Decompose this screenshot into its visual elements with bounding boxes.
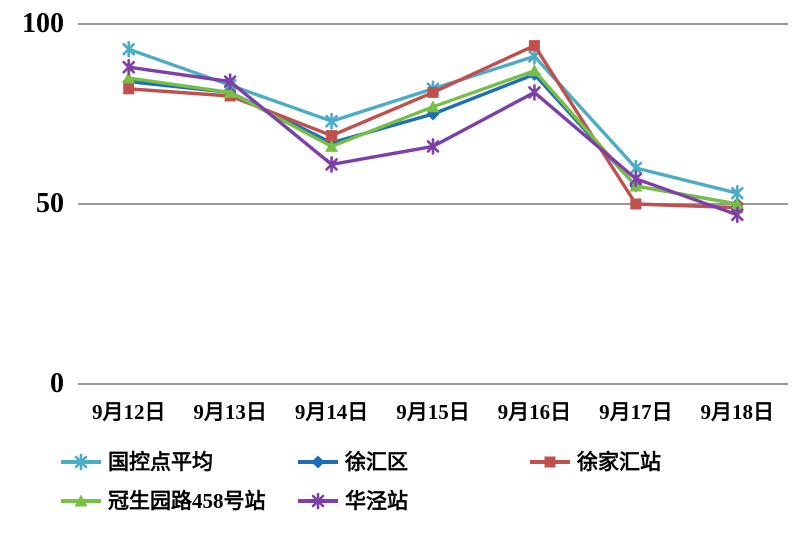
asterisk-marker bbox=[325, 112, 338, 130]
series-line bbox=[127, 47, 739, 195]
legend-key-diamond-icon bbox=[298, 455, 338, 469]
triangle-marker bbox=[223, 85, 237, 98]
legend-item-徐汇区: 徐汇区 bbox=[297, 450, 408, 474]
y-tick-label-100: 100 bbox=[22, 8, 64, 39]
triangle-marker bbox=[730, 197, 744, 210]
legend-label: 冠生园路458号站 bbox=[108, 489, 266, 513]
asterisk-marker bbox=[74, 453, 88, 471]
legend-key-asterisk-icon bbox=[61, 453, 101, 471]
asterisk-marker bbox=[223, 73, 237, 90]
x-tick-label-2: 9月13日 bbox=[193, 400, 267, 424]
triangle-marker bbox=[325, 139, 339, 152]
triangle-marker bbox=[527, 64, 541, 77]
legend-key-asterisk-icon bbox=[298, 492, 338, 510]
square-marker bbox=[544, 456, 556, 468]
asterisk-marker bbox=[122, 58, 136, 76]
square-marker bbox=[528, 40, 540, 52]
legend-label: 国控点平均 bbox=[108, 450, 213, 474]
x-tick-label-4: 9月15日 bbox=[396, 400, 470, 424]
legend-item-冠生园路458号站: 冠生园路458号站 bbox=[60, 489, 266, 513]
square-marker bbox=[427, 86, 439, 98]
asterisk-marker bbox=[730, 206, 744, 224]
asterisk-marker bbox=[629, 170, 643, 188]
series-华泾站 bbox=[122, 58, 744, 224]
x-tick-label-7: 9月18日 bbox=[700, 400, 775, 424]
triangle-marker bbox=[74, 494, 88, 507]
x-tick-label-3: 9月14日 bbox=[294, 400, 369, 424]
legend-item-徐家汇站: 徐家汇站 bbox=[529, 450, 661, 474]
asterisk-marker bbox=[311, 492, 325, 510]
legend-item-国控点平均: 国控点平均 bbox=[60, 450, 213, 474]
series-国控点平均 bbox=[122, 40, 744, 202]
y-tick-label-0: 0 bbox=[50, 368, 64, 399]
diamond-marker bbox=[311, 455, 325, 469]
legend-label: 徐汇区 bbox=[345, 450, 408, 474]
asterisk-marker bbox=[325, 156, 338, 173]
square-marker bbox=[123, 83, 135, 95]
triangle-marker bbox=[122, 71, 136, 84]
square-marker bbox=[326, 130, 338, 142]
legend-key-triangle-icon bbox=[61, 494, 101, 507]
asterisk-marker bbox=[122, 40, 136, 58]
asterisk-marker bbox=[426, 138, 440, 155]
square-marker bbox=[630, 198, 642, 210]
x-tick-label-6: 9月17日 bbox=[599, 400, 673, 424]
legend-label: 徐家汇站 bbox=[577, 450, 661, 474]
legend-key-square-icon bbox=[530, 456, 570, 468]
x-tick-label-1: 9月12日 bbox=[91, 400, 166, 424]
asterisk-marker bbox=[528, 84, 541, 101]
triangle-marker bbox=[426, 100, 440, 113]
legend-label: 华泾站 bbox=[345, 489, 408, 513]
y-tick-label-50: 50 bbox=[36, 188, 64, 219]
x-tick-label-5: 9月16日 bbox=[497, 400, 572, 424]
legend-item-华泾站: 华泾站 bbox=[297, 489, 408, 513]
